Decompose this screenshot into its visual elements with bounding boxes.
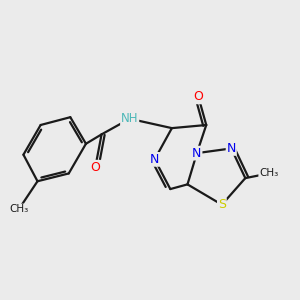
Text: CH₃: CH₃ <box>259 168 278 178</box>
Text: N: N <box>150 153 159 166</box>
Text: S: S <box>218 198 226 211</box>
Text: NH: NH <box>121 112 138 125</box>
Text: N: N <box>226 142 236 155</box>
Text: O: O <box>194 90 203 104</box>
Text: CH₃: CH₃ <box>9 204 28 214</box>
Text: O: O <box>90 161 100 174</box>
Text: N: N <box>192 147 202 160</box>
